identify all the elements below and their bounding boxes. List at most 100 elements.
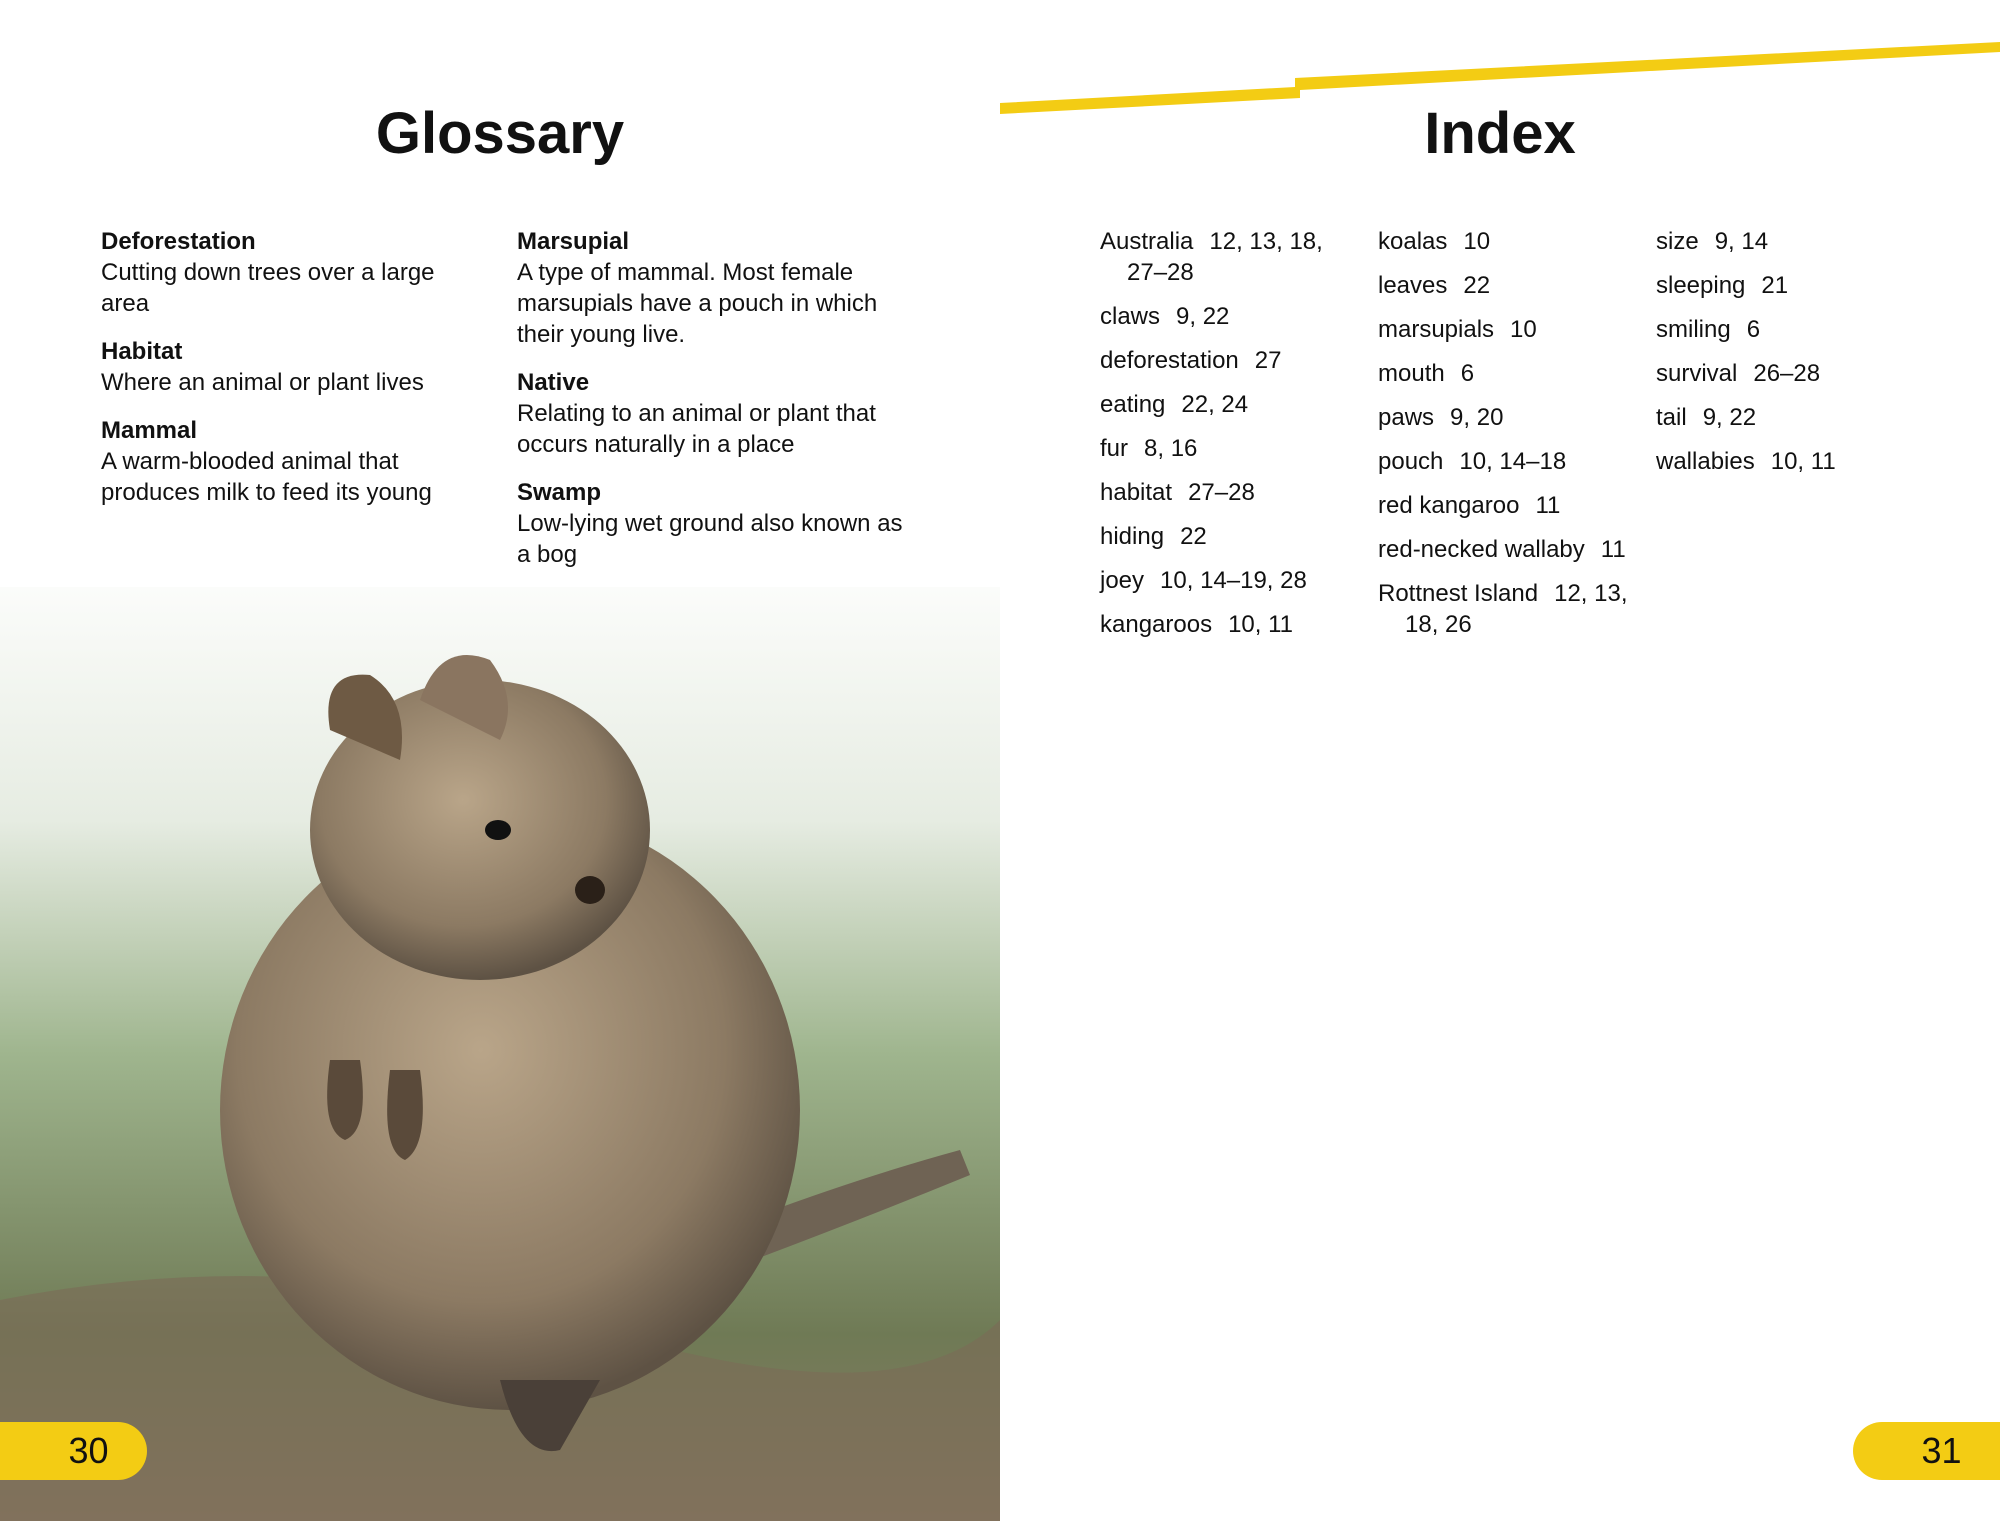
- index-entry: red-necked wallaby 11: [1378, 534, 1628, 565]
- index-term: Australia: [1100, 228, 1194, 255]
- index-entry: marsupials 10: [1378, 314, 1628, 345]
- index-term: smiling: [1656, 316, 1731, 343]
- glossary-definition: A warm-blooded animal that produces milk…: [101, 448, 432, 506]
- index-term: mouth: [1378, 360, 1445, 387]
- index-term: tail: [1656, 404, 1687, 431]
- glossary-definition: Low-lying wet ground also known as a bog: [517, 510, 903, 568]
- glossary-term: Native: [517, 369, 590, 396]
- index-pages: 9, 14: [1714, 228, 1769, 255]
- index-entry: hiding 22: [1100, 521, 1330, 552]
- index-entry: habitat 27–28: [1100, 477, 1330, 508]
- index-pages: 6: [1746, 316, 1761, 343]
- quokka-photo: [0, 587, 1000, 1521]
- index-term: paws: [1378, 404, 1435, 431]
- index-entry: red kangaroo 11: [1378, 490, 1628, 521]
- index-pages: 27: [1254, 347, 1282, 374]
- index-entry: tail 9, 22: [1656, 402, 1906, 433]
- glossary-entry: Deforestation Cutting down trees over a l…: [101, 226, 471, 319]
- index-entry: leaves 22: [1378, 270, 1628, 301]
- index-term: size: [1656, 228, 1699, 255]
- index-entry: fur 8, 16: [1100, 433, 1330, 464]
- index-entry: deforestation 27: [1100, 345, 1330, 376]
- index-term: red kangaroo: [1378, 492, 1520, 519]
- index-term: claws: [1100, 303, 1161, 330]
- glossary-entry: Mammal A warm-blooded animal that produce…: [101, 415, 471, 508]
- glossary-definition: Where an animal or plant lives: [101, 369, 424, 396]
- glossary-column: Deforestation Cutting down trees over a l…: [101, 226, 471, 525]
- index-pages: 27–28: [1188, 479, 1255, 506]
- index-pages: 10, 14–18: [1459, 448, 1567, 475]
- index-pages: 11: [1600, 536, 1626, 563]
- index-pages: 22: [1180, 523, 1207, 550]
- index-term: eating: [1100, 391, 1166, 418]
- index-term: leaves: [1378, 272, 1448, 299]
- yellow-stripe: [1000, 42, 2000, 114]
- index-entry: claws 9, 22: [1100, 301, 1330, 332]
- index-entry: mouth 6: [1378, 358, 1628, 389]
- index-entry: Australia 12, 13, 18, 27–28: [1100, 226, 1330, 288]
- index-pages: 9, 22: [1176, 303, 1230, 330]
- glossary-entry: Habitat Where an animal or plant lives: [101, 336, 471, 398]
- index-term: joey: [1100, 567, 1145, 594]
- index-entry: kangaroos 10, 11: [1100, 609, 1330, 640]
- index-term: wallabies: [1656, 448, 1755, 475]
- glossary-term: Swamp: [517, 479, 602, 506]
- index-entry: joey 10, 14–19, 28: [1100, 565, 1330, 596]
- index-term: survival: [1656, 360, 1738, 387]
- index-pages: 21: [1761, 272, 1789, 299]
- index-term: fur: [1100, 435, 1129, 462]
- index-pages: 12, 13, 18, 26: [1405, 580, 1628, 638]
- index-term: koalas: [1378, 228, 1448, 255]
- glossary-entry: Native Relating to an animal or plant tha…: [517, 367, 917, 460]
- index-term: deforestation: [1100, 347, 1239, 374]
- glossary-definition: Cutting down trees over a large area: [101, 259, 435, 317]
- index-term: pouch: [1378, 448, 1444, 475]
- index-entry: size 9, 14: [1656, 226, 1906, 257]
- index-pages: 6: [1460, 360, 1475, 387]
- index-entry: smiling 6: [1656, 314, 1906, 345]
- page-number-text: 30: [68, 1430, 109, 1471]
- glossary-term: Mammal: [101, 417, 198, 444]
- page-number-text: 31: [1921, 1430, 1962, 1471]
- index-column: Australia 12, 13, 18, 27–28 claws 9, 22 defo…: [1100, 226, 1330, 653]
- index-column: size 9, 14 sleeping 21 smiling 6 survival 26–28…: [1656, 226, 1906, 490]
- index-pages: 10, 11: [1770, 448, 1836, 475]
- index-entry: survival 26–28: [1656, 358, 1906, 389]
- index-column: koalas 10 leaves 22 marsupials 10 mouth 6 paws 9,…: [1378, 226, 1628, 653]
- index-title: Index: [1424, 101, 1576, 166]
- glossary-title: Glossary: [375, 101, 625, 166]
- index-entry: Rottnest Island 12, 13, 18, 26: [1378, 578, 1628, 640]
- glossary-entry: Swamp Low-lying wet ground also known as …: [517, 477, 917, 570]
- glossary-entry: Marsupial A type of mammal. Most female m…: [517, 226, 917, 350]
- index-pages: 9, 20: [1450, 404, 1504, 431]
- index-entry: paws 9, 20: [1378, 402, 1628, 433]
- index-pages: 9, 22: [1702, 404, 1757, 431]
- page-number: 31: [1853, 1422, 2000, 1480]
- index-entry: pouch 10, 14–18: [1378, 446, 1628, 477]
- index-pages: 22: [1463, 272, 1491, 299]
- index-entry: koalas 10: [1378, 226, 1628, 257]
- index-pages: 22, 24: [1181, 391, 1249, 418]
- index-term: marsupials: [1378, 316, 1495, 343]
- glossary-term: Deforestation: [101, 228, 256, 255]
- index-term: red-necked wallaby: [1378, 536, 1585, 563]
- index-entry: wallabies 10, 11: [1656, 446, 1906, 477]
- glossary-term: Marsupial: [517, 228, 630, 255]
- page-number: 30: [0, 1422, 147, 1480]
- index-pages: 10, 11: [1228, 611, 1294, 638]
- index-pages: 26–28: [1753, 360, 1821, 387]
- index-term: sleeping: [1656, 272, 1746, 299]
- glossary-column: Marsupial A type of mammal. Most female m…: [517, 226, 917, 587]
- index-pages: 8, 16: [1144, 435, 1198, 462]
- index-entry: eating 22, 24: [1100, 389, 1330, 420]
- glossary-definition: Relating to an animal or plant that occu…: [517, 400, 876, 458]
- index-term: Rottnest Island: [1378, 580, 1539, 607]
- index-pages: 10, 14–19, 28: [1160, 567, 1307, 594]
- index-pages: 11: [1535, 492, 1561, 519]
- index-term: hiding: [1100, 523, 1165, 550]
- index-term: kangaroos: [1100, 611, 1213, 638]
- index-term: habitat: [1100, 479, 1173, 506]
- index-pages: 10: [1510, 316, 1537, 343]
